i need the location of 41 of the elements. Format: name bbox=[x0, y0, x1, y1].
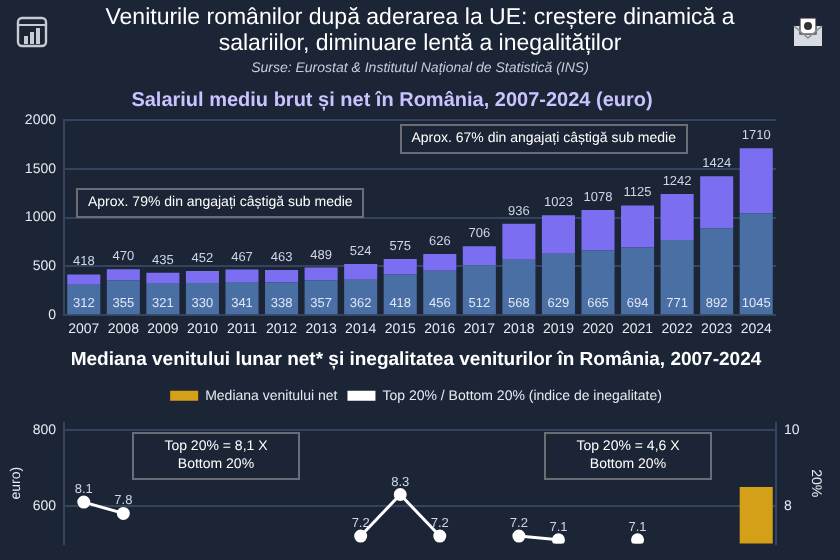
point bbox=[433, 529, 447, 543]
bar bbox=[383, 274, 417, 315]
chart-title: Mediana venitului lunar net* și inegalitatea veniturilor în România, 2007-2024 bbox=[70, 348, 763, 371]
bar bbox=[423, 270, 457, 315]
bar bbox=[225, 269, 259, 282]
bar bbox=[383, 259, 417, 275]
bar bbox=[265, 270, 299, 283]
bar bbox=[185, 271, 219, 283]
bar bbox=[106, 269, 140, 281]
point bbox=[631, 533, 645, 544]
bar bbox=[462, 246, 496, 266]
bar bbox=[739, 148, 773, 214]
bar bbox=[621, 247, 655, 315]
bar bbox=[502, 223, 536, 260]
bar bbox=[621, 205, 655, 248]
bar bbox=[423, 254, 457, 271]
bar bbox=[462, 265, 496, 315]
bar bbox=[225, 281, 259, 315]
bar bbox=[541, 253, 575, 315]
point bbox=[551, 533, 565, 544]
bar bbox=[660, 193, 694, 240]
point bbox=[393, 488, 407, 502]
point bbox=[512, 529, 526, 543]
bar bbox=[700, 176, 734, 229]
bar bbox=[304, 267, 338, 281]
chart-subtitle: Salariul mediu brut și net în România, 2007-2024 (euro) bbox=[131, 89, 653, 112]
bar bbox=[660, 239, 694, 315]
chart-title: Veniturile românilor după aderarea la UE: creștere dinamică a salariilor, diminuare lentă a inegalităților bbox=[103, 4, 737, 58]
bar bbox=[541, 215, 575, 254]
point bbox=[77, 495, 91, 509]
point bbox=[354, 529, 368, 543]
bar bbox=[581, 250, 615, 315]
bar bbox=[581, 209, 615, 251]
point bbox=[116, 506, 130, 520]
bar bbox=[304, 280, 338, 315]
bar bbox=[146, 272, 180, 284]
bar bbox=[700, 228, 734, 315]
bar bbox=[739, 213, 773, 315]
bar bbox=[344, 264, 378, 280]
bar bbox=[502, 259, 536, 315]
bar bbox=[67, 274, 101, 285]
